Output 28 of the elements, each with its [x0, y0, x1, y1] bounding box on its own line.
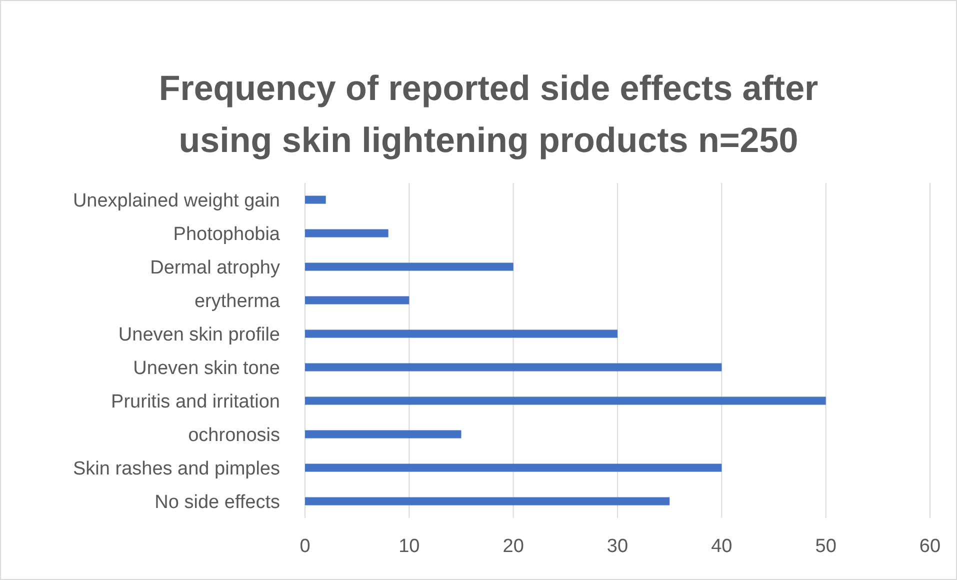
bar — [305, 363, 722, 372]
bar — [305, 196, 326, 204]
x-tick-label: 60 — [919, 536, 941, 557]
y-tick-label: Uneven skin tone — [133, 358, 280, 379]
x-tick-label: 10 — [398, 536, 420, 557]
x-tick-label: 50 — [815, 536, 836, 557]
x-tick-label: 20 — [502, 536, 524, 557]
bar — [305, 262, 514, 271]
y-tick-label: erytherma — [194, 290, 280, 312]
y-tick-label: No side effects — [154, 492, 280, 513]
bar — [305, 497, 670, 506]
x-tick-label: 40 — [711, 536, 732, 557]
bar — [305, 330, 618, 338]
x-tick-label: 30 — [606, 536, 628, 557]
y-tick-label: Photophobia — [173, 224, 280, 245]
bar — [305, 464, 722, 472]
y-tick-label: Pruritis and irritation — [111, 391, 280, 412]
bar — [305, 430, 462, 438]
y-tick-label: Uneven skin profile — [118, 324, 280, 346]
bar — [305, 396, 826, 405]
chart-title: Frequency of reported side effects after using skin lightening products n=250 — [158, 69, 819, 160]
y-tick-label: ochronosis — [188, 424, 280, 446]
y-tick-label: Skin rashes and pimples — [73, 458, 280, 480]
x-tick-label: 0 — [300, 536, 310, 557]
y-tick-label: Dermal atrophy — [150, 257, 280, 278]
bar — [305, 296, 410, 304]
bar — [305, 229, 388, 238]
y-tick-label: Unexplained weight gain — [72, 190, 280, 212]
